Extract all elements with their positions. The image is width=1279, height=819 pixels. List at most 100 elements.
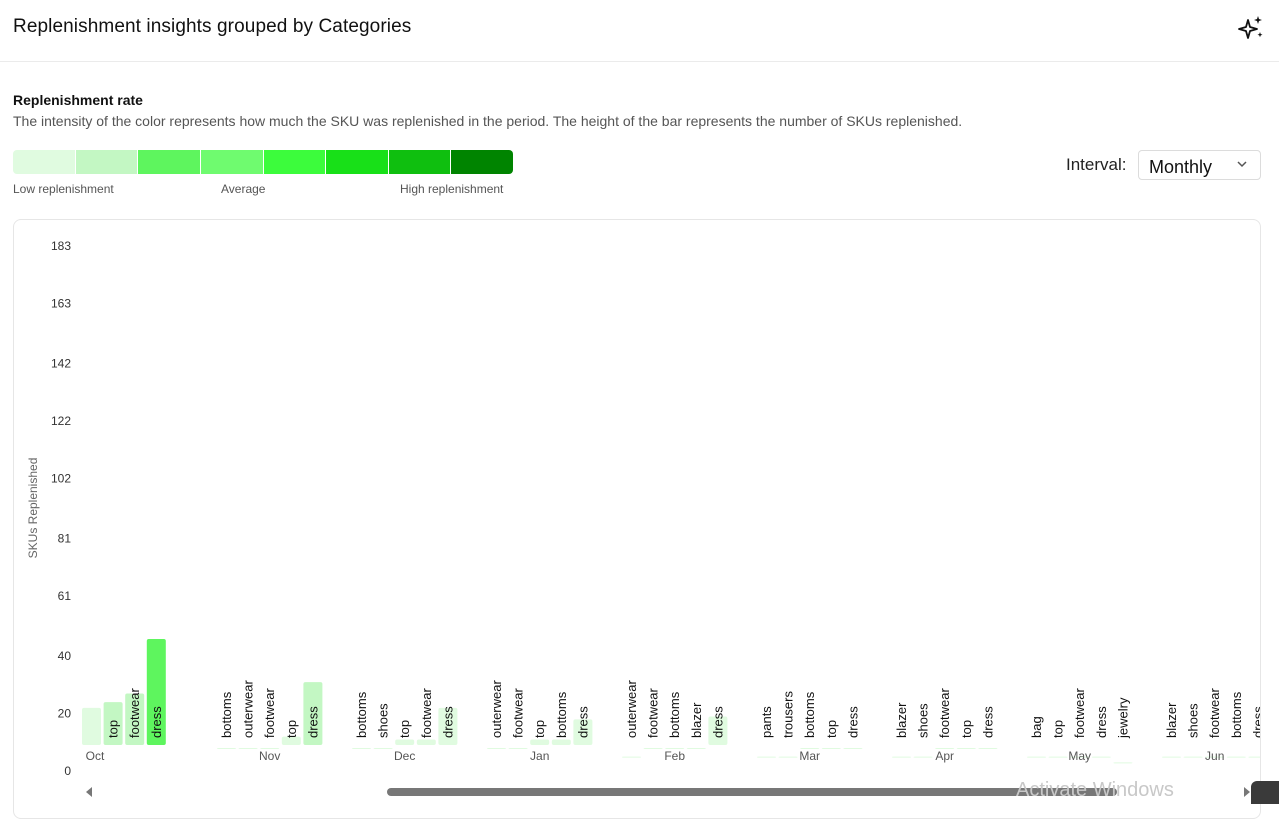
- bar-category-label: top: [106, 720, 121, 738]
- low-replenishment-label: Low replenishment: [13, 182, 114, 196]
- scroll-right-arrow-icon[interactable]: [1244, 787, 1250, 797]
- bar-oct-footwear: [125, 693, 145, 745]
- bar-jan-bottoms: [551, 739, 571, 745]
- bar-nov-footwear: [260, 748, 280, 750]
- color-scale: [13, 150, 513, 174]
- y-tick-label: 142: [51, 357, 71, 371]
- scale-cell-6: [388, 150, 452, 174]
- scale-cell-2: [138, 150, 201, 174]
- interval-select[interactable]: Monthly: [1138, 150, 1261, 180]
- bar-category-label: footwear: [646, 687, 661, 738]
- scrollbar-thumb[interactable]: [387, 788, 1117, 796]
- bar-category-label: dress: [845, 706, 860, 738]
- bar-category-label: top: [397, 720, 412, 738]
- bar-mar-dress: [843, 748, 863, 750]
- bar-apr-footwear: [935, 748, 955, 750]
- bar-category-label: dress: [1250, 706, 1261, 738]
- bar-category-label: blazer: [1164, 702, 1179, 738]
- bar-oct-unlabeled: [82, 707, 101, 745]
- interval-label: Interval:: [1066, 155, 1127, 174]
- bar-nov-top: [281, 736, 301, 745]
- bar-category-label: bottoms: [219, 691, 234, 738]
- y-axis-label: SKUs Replenished: [26, 458, 40, 559]
- bar-dec-shoes: [373, 748, 393, 750]
- bar-may-footwear: [1070, 756, 1090, 758]
- bar-category-label: bag: [1029, 716, 1044, 738]
- x-tick-label: Feb: [664, 749, 685, 763]
- scale-cell-3: [200, 150, 264, 174]
- bar-category-label: shoes: [1186, 703, 1201, 738]
- bar-nov-dress: [303, 682, 323, 745]
- y-tick-label: 163: [51, 296, 71, 310]
- bar-category-label: trousers: [781, 691, 796, 738]
- bar-jun-bottoms: [1226, 756, 1246, 758]
- bar-may-dress: [1091, 756, 1111, 758]
- bar-jun-footwear: [1205, 756, 1225, 758]
- bar-category-label: dress: [710, 706, 725, 738]
- header-bar: Replenishment insights grouped by Catego…: [0, 0, 1279, 62]
- bar-apr-top: [956, 748, 976, 750]
- bar-may-bag: [1027, 756, 1046, 758]
- bar-category-label: blazer: [689, 702, 704, 738]
- scale-cell-7: [451, 150, 513, 174]
- bar-feb-blazer: [686, 748, 706, 750]
- legend-title: Replenishment rate: [13, 92, 143, 108]
- bar-oct-top: [103, 702, 123, 745]
- bar-category-label: outerwear: [241, 680, 256, 738]
- bar-jan-outerwear: [487, 748, 506, 750]
- bar-category-label: shoes: [376, 703, 391, 738]
- x-tick-label: Jun: [1205, 749, 1224, 763]
- bar-jan-footwear: [508, 748, 528, 750]
- scale-cell-4: [263, 150, 327, 174]
- bar-jun-dress: [1248, 756, 1260, 758]
- bar-nov-outerwear: [238, 748, 258, 750]
- bar-category-label: footwear: [1207, 687, 1222, 738]
- chevron-down-icon: [1237, 161, 1247, 168]
- bar-chart: 0 20 40 61 81 102 122 142 163 183 SKUs Replenished…: [14, 239, 1261, 799]
- bar-jun-blazer: [1162, 756, 1181, 758]
- scale-cell-1: [75, 150, 139, 174]
- bar-category-label: footwear: [1072, 687, 1087, 738]
- bar-category-label: dress: [305, 706, 320, 738]
- bar-may-top: [1048, 756, 1068, 758]
- bar-feb-bottoms: [665, 748, 685, 750]
- y-tick-label: 81: [58, 532, 72, 546]
- bar-mar-trousers: [778, 756, 798, 758]
- bar-category-label: pants: [759, 706, 774, 738]
- bar-category-label: bottoms: [802, 691, 817, 738]
- x-tick-label: Apr: [935, 749, 954, 763]
- bar-category-label: footwear: [937, 687, 952, 738]
- bar-category-label: outerwear: [489, 680, 504, 738]
- corner-button[interactable]: [1251, 781, 1279, 804]
- bar-category-label: top: [284, 720, 299, 738]
- bar-category-label: jewelry: [1115, 697, 1130, 739]
- x-tick-label: Oct: [86, 749, 105, 763]
- bar-category-label: bottoms: [1229, 691, 1244, 738]
- scale-cell-0: [13, 150, 76, 174]
- bar-category-label: dress: [980, 706, 995, 738]
- y-tick-label: 40: [58, 649, 72, 663]
- scale-cell-5: [326, 150, 389, 174]
- bar-dec-bottoms: [352, 748, 371, 750]
- bar-category-label: bottoms: [554, 691, 569, 738]
- y-tick-label: 122: [51, 414, 71, 428]
- bar-category-label: bottoms: [667, 691, 682, 738]
- x-tick-label: Dec: [394, 749, 415, 763]
- average-label: Average: [221, 182, 266, 196]
- bar-category-label: bottoms: [354, 691, 369, 738]
- bar-category-label: dress: [440, 706, 455, 738]
- sparkle-icon[interactable]: [1237, 14, 1265, 42]
- bar-nov-bottoms: [217, 748, 236, 750]
- bar-apr-blazer: [892, 756, 911, 758]
- y-tick-label: 102: [51, 471, 71, 485]
- bar-jan-dress: [573, 719, 593, 745]
- bar-jan-top: [530, 739, 550, 745]
- bar-category-label: top: [959, 720, 974, 738]
- bar-may-jewelry: [1113, 762, 1133, 764]
- scroll-left-arrow-icon[interactable]: [86, 787, 92, 797]
- bar-category-label: dress: [575, 706, 590, 738]
- y-tick-label: 183: [51, 239, 71, 253]
- x-tick-label: May: [1068, 749, 1091, 763]
- chart-panel: 0 20 40 61 81 102 122 142 163 183 SKUs Replenished…: [13, 219, 1261, 819]
- bar-dec-dress: [438, 707, 458, 745]
